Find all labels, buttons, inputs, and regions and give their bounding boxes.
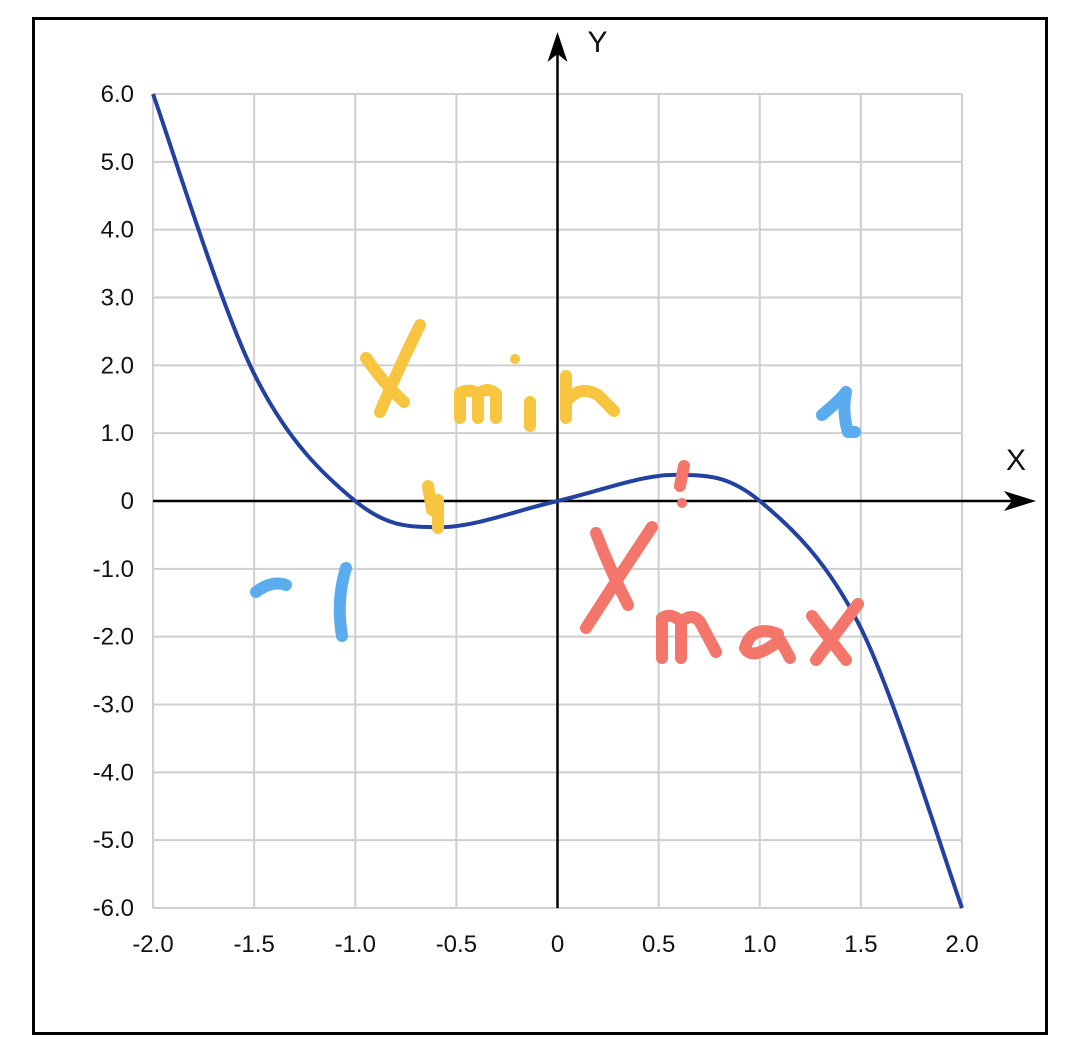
- y-tick-label: 3.0: [101, 285, 134, 312]
- y-tick-label: 4.0: [101, 217, 134, 244]
- x-tick-label: 0.5: [642, 931, 675, 958]
- annotation-xmin: [360, 319, 620, 534]
- y-tick-label: 6.0: [101, 81, 134, 108]
- handwritten-annotations: [250, 319, 864, 666]
- x-tick-label: -1.5: [233, 931, 274, 958]
- chart-frame: [32, 17, 1048, 1035]
- annotation-xmax: [580, 460, 864, 666]
- y-axis-arrow: [547, 32, 568, 62]
- series-layer: [151, 93, 964, 909]
- y-axis-title: Y: [588, 26, 608, 59]
- x-tick-label: -1.0: [335, 931, 376, 958]
- x-tick-label: 1.0: [743, 931, 776, 958]
- y-tick-label: 2.0: [101, 352, 134, 379]
- y-tick-label: -4.0: [93, 759, 134, 786]
- x-axis-arrow: [1004, 491, 1036, 511]
- y-tick-label: -5.0: [93, 827, 134, 854]
- y-tick-label: -3.0: [93, 692, 134, 719]
- y-tick-label: -2.0: [93, 624, 134, 651]
- tick-labels: -2.0 -1.5 -1.0 -0.5 0 0.5 1.0 1.5 2.0 6.0 5.0 4.0 3.…: [93, 81, 979, 958]
- y-tick-label: 5.0: [101, 149, 134, 176]
- x-tick-label: -0.5: [436, 931, 477, 958]
- x-tick-label: 2.0: [945, 931, 978, 958]
- annotation-minus-one: [250, 562, 352, 642]
- y-tick-label: 0: [121, 488, 134, 515]
- y-tick-label: -1.0: [93, 556, 134, 583]
- x-axis-title: X: [1006, 444, 1026, 477]
- x-tick-label: 1.5: [844, 931, 877, 958]
- x-tick-label: -2.0: [132, 931, 173, 958]
- y-tick-label: -6.0: [93, 895, 134, 922]
- x-tick-label: 0: [551, 931, 564, 958]
- axes: YX: [153, 26, 1036, 908]
- y-tick-label: 1.0: [101, 420, 134, 447]
- annotation-one: [816, 386, 861, 438]
